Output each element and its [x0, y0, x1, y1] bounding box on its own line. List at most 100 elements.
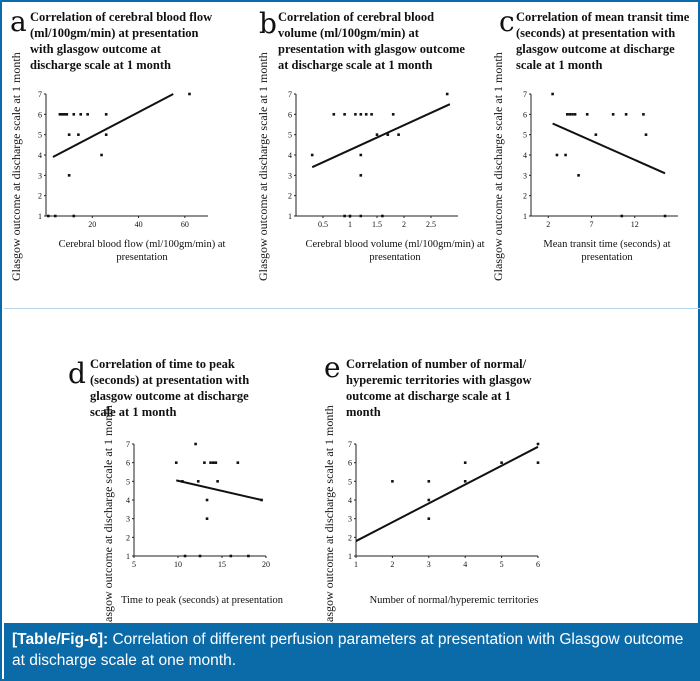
panel-c-letter: c: [499, 5, 515, 38]
data-point: [332, 113, 336, 116]
data-point: [174, 461, 178, 464]
data-point: [536, 442, 540, 446]
panel-a-title: Correlation of cerebral blood flow (ml/10…: [30, 9, 230, 73]
data-point: [229, 554, 233, 558]
data-point: [391, 113, 395, 116]
data-point: [260, 498, 263, 502]
x-tick-label: 2.5: [426, 220, 436, 229]
data-point: [359, 153, 363, 157]
trendline: [355, 445, 539, 542]
data-point: [359, 214, 363, 218]
data-point: [343, 214, 346, 218]
y-tick-label: 3: [348, 515, 352, 524]
data-point: [381, 214, 384, 218]
y-tick-label: 5: [288, 131, 292, 140]
title-line: Correlation of mean transit time: [516, 10, 690, 24]
y-tick-label: 3: [288, 171, 292, 180]
title-line: at discharge scale at 1 month: [278, 58, 433, 72]
y-tick-label: 7: [126, 440, 130, 449]
data-point: [359, 113, 363, 116]
data-point: [60, 113, 64, 116]
data-point: [370, 113, 373, 116]
panel-d-x-axis-label: Time to peak (seconds) at presentation: [102, 594, 302, 607]
x-tick-label: 4: [463, 560, 467, 569]
data-point: [359, 174, 363, 177]
data-point: [72, 113, 76, 116]
panel-b-title: Correlation of cerebral blood volume (ml/…: [278, 9, 488, 73]
data-point: [47, 214, 50, 218]
x-tick-label: 6: [536, 560, 540, 569]
y-tick-label: 2: [126, 533, 130, 542]
data-point: [427, 498, 431, 502]
x-tick-label: 5: [500, 560, 504, 569]
panel-e-title: Correlation of number of normal/hyperemi…: [346, 356, 568, 420]
data-point: [564, 153, 567, 157]
title-line: Correlation of number of normal/: [346, 357, 527, 371]
xlabel-line: presentation: [116, 252, 168, 263]
data-point: [65, 113, 69, 116]
data-point: [620, 214, 624, 218]
x-tick-label: 20: [88, 220, 96, 229]
y-tick-label: 7: [348, 440, 352, 449]
data-point: [577, 174, 580, 177]
data-point: [72, 214, 76, 218]
y-tick-label: 4: [126, 496, 130, 505]
data-point: [642, 113, 645, 116]
y-tick-label: 2: [288, 192, 292, 201]
data-point: [644, 133, 648, 136]
data-point: [555, 153, 559, 157]
panel-e-letter: e: [324, 351, 341, 384]
y-tick-label: 5: [126, 477, 130, 486]
panel-a-chart: 1 2 3 4 5 6 7 20 40 60: [38, 90, 208, 229]
panel-b-chart: 1 2 3 4 5 6 7 0.5 1 1.5 2 2.5: [288, 90, 458, 229]
title-line: (ml/100gm/min) at presentation: [30, 26, 199, 40]
data-point: [203, 461, 206, 464]
data-point: [391, 480, 394, 483]
y-tick-label: 5: [38, 131, 42, 140]
data-point: [354, 113, 357, 116]
data-point: [463, 461, 467, 464]
xlabel-line: Cerebral blood volume (ml/100gm/min) at: [305, 239, 485, 250]
panel-c-title: Correlation of mean transit time (seconds…: [516, 9, 696, 73]
data-point: [310, 153, 314, 157]
panel-e-x-axis-label: Number of normal/hyperemic territories: [354, 594, 554, 607]
y-tick-label: 6: [126, 459, 130, 468]
data-point: [247, 554, 250, 558]
panel-d-chart: 1 2 3 4 5 6 7 5 10 15 20: [126, 440, 270, 569]
data-point: [198, 554, 202, 558]
y-tick-label: 4: [523, 151, 527, 160]
data-point: [236, 461, 240, 464]
y-tick-label: 6: [523, 110, 527, 119]
data-point: [463, 480, 467, 483]
data-point: [181, 480, 184, 483]
y-tick-label: 4: [288, 151, 292, 160]
data-point: [568, 113, 572, 116]
x-tick-label: 2: [402, 220, 406, 229]
data-point: [594, 133, 598, 136]
data-point: [427, 517, 431, 520]
panel-d-letter: d: [68, 357, 86, 390]
y-tick-label: 3: [38, 171, 42, 180]
data-point: [551, 92, 554, 96]
data-point: [611, 113, 615, 116]
x-tick-label: 3: [427, 560, 431, 569]
y-tick-label: 4: [348, 496, 352, 505]
data-point: [77, 133, 80, 136]
y-tick-label: 3: [523, 171, 527, 180]
title-line: hyperemic territories with glasgow: [346, 373, 532, 387]
y-tick-label: 7: [523, 90, 527, 99]
data-point: [427, 480, 431, 483]
panel-a-x-axis-label: Cerebral blood flow (ml/100gm/min) at pre…: [42, 238, 242, 264]
x-tick-label: 60: [181, 220, 189, 229]
y-tick-label: 7: [38, 90, 42, 99]
data-point: [86, 113, 89, 116]
xlabel-line: Mean transit time (seconds) at: [543, 239, 671, 250]
data-point: [183, 554, 187, 558]
panel-c-y-axis-label: Glasgow outcome at discharge scale at 1 …: [491, 52, 505, 281]
panel-a-y-axis-label: Glasgow outcome at discharge scale at 1 …: [9, 52, 23, 281]
figure-caption: [Table/Fig-6]: Correlation of different …: [4, 623, 700, 681]
xlabel-line: Number of normal/hyperemic territories: [369, 595, 539, 606]
panel-d-title: Correlation of time to peak (seconds) at …: [90, 356, 290, 420]
x-tick-label: 1.5: [372, 220, 382, 229]
